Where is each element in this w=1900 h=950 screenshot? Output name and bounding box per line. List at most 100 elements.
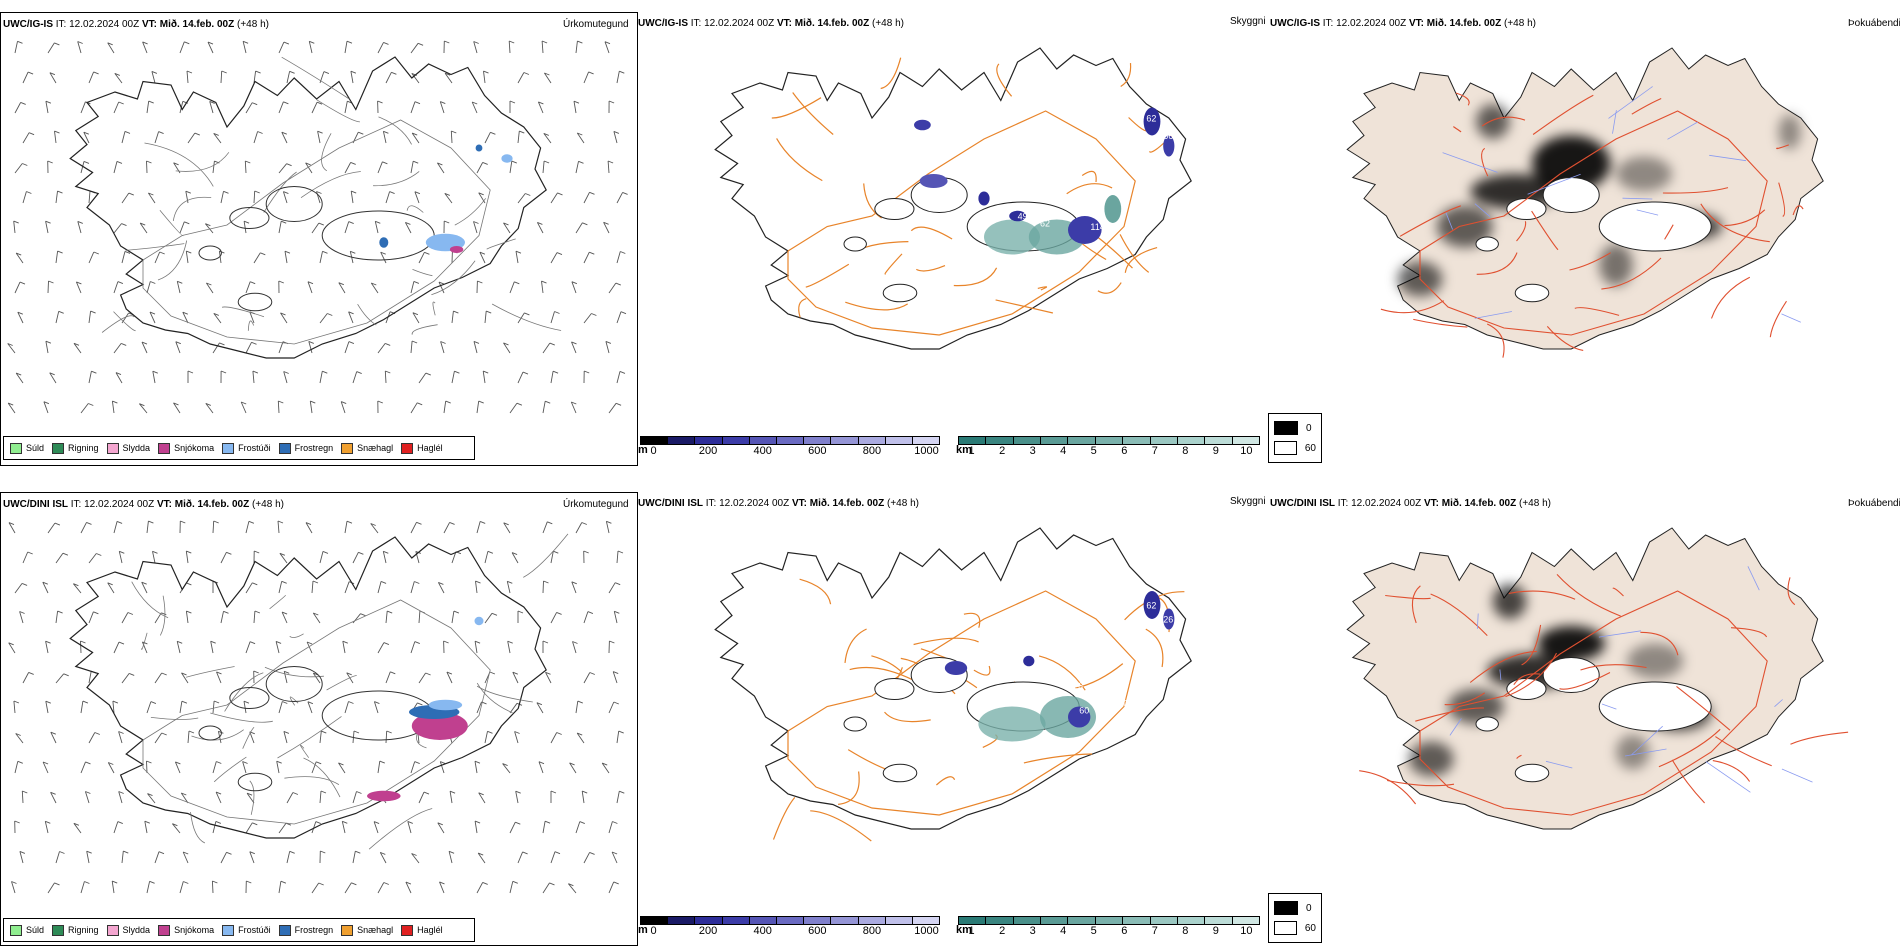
legend-swatch xyxy=(401,924,414,936)
wind-barb xyxy=(184,41,190,45)
wind-barb xyxy=(13,221,16,234)
wind-barb xyxy=(116,520,123,524)
wind-barb xyxy=(245,822,253,834)
wind-barb xyxy=(173,402,179,406)
wind-barb xyxy=(181,792,187,796)
wind-barb xyxy=(146,760,152,764)
wind-barb xyxy=(613,881,619,885)
glacier-outline xyxy=(265,186,323,222)
wind-barb xyxy=(42,582,49,594)
wind-barb xyxy=(503,342,509,346)
wind-barb xyxy=(377,761,381,774)
colorbar-cell xyxy=(776,437,805,444)
wind-barb xyxy=(282,191,288,204)
wind-barb xyxy=(281,611,288,615)
wind-barb xyxy=(603,222,610,234)
wind-barb xyxy=(322,550,329,554)
fog-legend-row: 0 xyxy=(1274,898,1316,918)
wind-barb xyxy=(80,761,86,774)
wind-barb xyxy=(281,132,288,144)
wind-barb xyxy=(471,101,478,114)
wind-barb xyxy=(439,881,445,885)
road-network xyxy=(1359,574,1849,816)
wind-barb xyxy=(451,311,454,324)
wind-barb xyxy=(19,281,26,285)
wind-barb xyxy=(410,281,415,294)
visibility-value-label: 60 xyxy=(1118,699,1128,709)
wind-barb xyxy=(86,850,92,854)
colorbar-cell xyxy=(1205,917,1233,924)
legend-swatch xyxy=(341,924,354,936)
colorbar-tick-label: 0 xyxy=(650,445,657,457)
wind-barb xyxy=(80,640,86,644)
wind-barb xyxy=(22,163,28,166)
wind-barb xyxy=(289,70,295,74)
wind-barb xyxy=(344,101,348,114)
wind-barb xyxy=(246,792,253,796)
wind-barb xyxy=(252,822,258,826)
visibility-area xyxy=(914,119,931,131)
wind-barb xyxy=(612,671,618,684)
wind-barb xyxy=(415,551,420,564)
wind-barb xyxy=(575,701,579,714)
wind-barb xyxy=(149,311,156,324)
wind-barb xyxy=(616,791,620,804)
wind-barb xyxy=(418,672,426,684)
wind-barb xyxy=(55,251,59,264)
wind-barb xyxy=(439,761,445,774)
wind-barb xyxy=(158,851,165,855)
wind-barb xyxy=(613,611,618,624)
wind-barb xyxy=(88,671,92,684)
wind-barb xyxy=(49,72,56,76)
wind-barb xyxy=(211,880,214,894)
wind-barb xyxy=(55,311,60,324)
wind-barb xyxy=(414,641,420,645)
wind-barb xyxy=(158,131,164,135)
legend-label: Frostúði xyxy=(238,925,271,935)
colorbar-ticks: 0 200 400 600 800 1000 xyxy=(640,445,940,459)
colorbar-cell xyxy=(885,437,913,444)
legend-item: Haglél xyxy=(401,442,443,454)
wind-barb xyxy=(311,222,320,234)
wind-barb xyxy=(417,402,423,406)
colorbar-tick-label: 0 xyxy=(650,925,657,937)
wind-barb xyxy=(118,791,123,804)
colorbar-cell xyxy=(1205,437,1233,444)
wind-barb xyxy=(220,552,227,564)
visibility-m-colorbar: m 0 200 400 600 800 1000 xyxy=(638,916,940,939)
legend-label: Slydda xyxy=(122,925,151,935)
wind-barb xyxy=(306,641,313,645)
colorbar-cell xyxy=(1095,917,1124,924)
colorbar-cell xyxy=(885,917,913,924)
wind-barb xyxy=(118,791,124,794)
wind-barb xyxy=(88,553,97,564)
wind-barb xyxy=(418,791,425,804)
wind-barb xyxy=(443,640,449,644)
wind-barb xyxy=(142,41,148,45)
wind-barb xyxy=(14,102,22,114)
wind-barb xyxy=(205,403,214,414)
wind-barb xyxy=(45,700,51,704)
wind-barb xyxy=(575,821,581,834)
wind-barb xyxy=(213,133,222,144)
wind-barb xyxy=(221,70,227,74)
wind-barb xyxy=(50,792,57,804)
wind-barb xyxy=(182,851,189,864)
wind-barb xyxy=(318,222,324,226)
wind-barb xyxy=(278,400,284,404)
visibility-area xyxy=(944,661,968,675)
wind-barb xyxy=(146,281,151,294)
wind-barb xyxy=(118,731,124,734)
colorbar-tick-label: 5 xyxy=(1090,445,1097,457)
wind-barb xyxy=(148,100,154,104)
fog-area xyxy=(1616,156,1672,192)
colorbar-tick-label: 1 xyxy=(968,925,975,937)
wind-barb xyxy=(209,101,214,114)
colorbar-cell xyxy=(1041,917,1069,924)
wind-barb xyxy=(319,371,323,384)
wind-barb xyxy=(616,71,620,84)
wind-barb xyxy=(146,760,148,774)
wind-barb xyxy=(484,551,489,564)
wind-barb xyxy=(589,251,595,255)
wind-barb xyxy=(249,311,255,324)
